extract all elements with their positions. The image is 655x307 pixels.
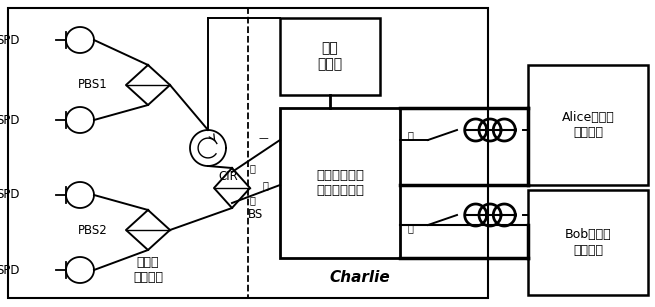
Text: CIR: CIR	[218, 170, 238, 183]
Text: 二: 二	[262, 180, 268, 190]
Text: PBS2: PBS2	[78, 223, 108, 236]
Text: 三: 三	[408, 130, 414, 140]
Bar	[528, 190, 648, 295]
Text: 正交偏振脉冲
分束合束模块: 正交偏振脉冲 分束合束模块	[316, 169, 364, 197]
Text: 三: 三	[249, 163, 255, 173]
Bar	[8, 8, 488, 298]
Text: Bob往返式
编码模块: Bob往返式 编码模块	[565, 228, 611, 257]
Text: SPD: SPD	[0, 263, 20, 277]
Bar	[528, 65, 648, 185]
Bar	[280, 108, 400, 258]
Text: SPD: SPD	[0, 114, 20, 126]
Text: SPD: SPD	[0, 188, 20, 201]
Bar	[280, 18, 380, 95]
Text: BS: BS	[248, 208, 263, 221]
Text: SPD: SPD	[0, 33, 20, 46]
Text: —: —	[258, 133, 268, 143]
Text: 四: 四	[249, 195, 255, 205]
Bar	[8, 8, 248, 298]
Text: 贝尔态
测量装置: 贝尔态 测量装置	[133, 256, 163, 284]
Text: Alice往返式
编码模块: Alice往返式 编码模块	[561, 111, 614, 139]
Text: 脉冲
激光器: 脉冲 激光器	[318, 41, 343, 72]
Text: PBS1: PBS1	[78, 79, 108, 91]
Text: 四: 四	[408, 223, 414, 233]
Text: Charlie: Charlie	[329, 270, 390, 286]
